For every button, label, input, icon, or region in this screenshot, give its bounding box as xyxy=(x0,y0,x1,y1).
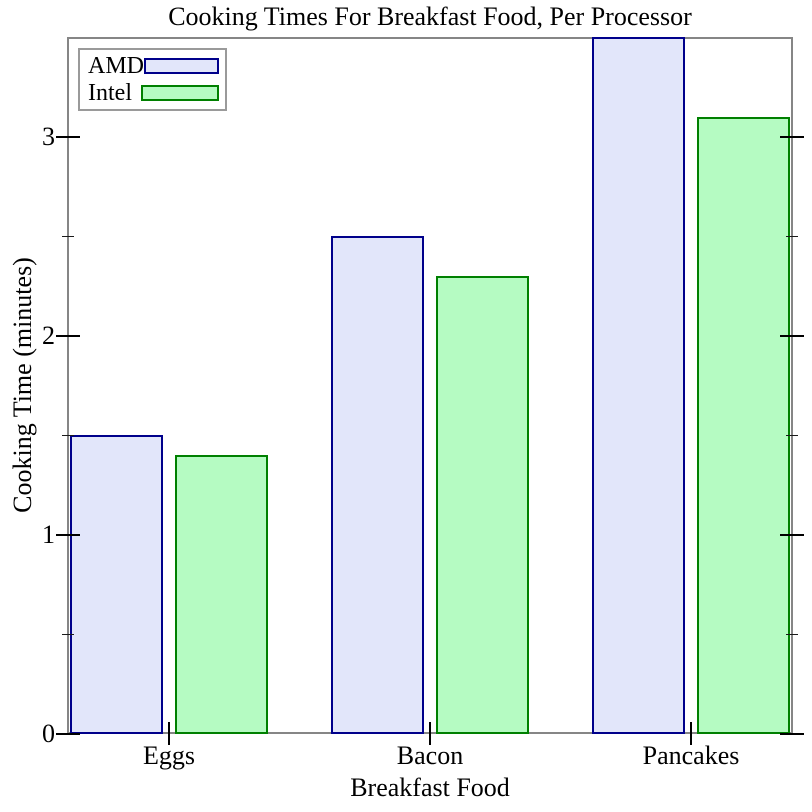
y-tick-major-right-3 xyxy=(780,136,804,138)
bar-intel-bacon xyxy=(436,275,529,734)
x-tick-pancakes xyxy=(690,722,692,745)
y-tick-label-3: 3 xyxy=(42,122,55,151)
legend-row-intel: Intel xyxy=(88,80,219,107)
bar-intel-pancakes xyxy=(697,116,790,734)
y-tick-minor-left-1.5 xyxy=(62,435,74,436)
y-tick-major-right-1 xyxy=(780,534,804,536)
y-tick-label-2: 2 xyxy=(42,321,55,350)
plot-area xyxy=(56,37,804,745)
y-tick-minor-right-0.5 xyxy=(786,634,798,635)
y-axis-title: Cooking Time (minutes) xyxy=(8,257,37,513)
y-tick-label-1: 1 xyxy=(42,520,55,549)
chart-title: Cooking Times For Breakfast Food, Per Pr… xyxy=(168,2,692,31)
legend-swatch-amd xyxy=(144,58,219,74)
y-tick-major-left-2 xyxy=(56,335,80,337)
bar-amd-pancakes xyxy=(592,37,685,734)
y-tick-major-right-2 xyxy=(780,335,804,337)
y-tick-minor-right-1.5 xyxy=(786,435,798,436)
legend: AMD Intel xyxy=(78,48,227,111)
legend-row-amd: AMD xyxy=(88,53,219,80)
legend-label-amd: AMD xyxy=(88,52,145,79)
legend-label-intel: Intel xyxy=(88,79,132,106)
y-tick-major-left-3 xyxy=(56,136,80,138)
x-category-label-pancakes: Pancakes xyxy=(642,741,740,770)
y-tick-major-right-0 xyxy=(780,733,804,735)
bar-amd-bacon xyxy=(331,236,424,734)
x-tick-eggs xyxy=(168,722,170,745)
y-tick-minor-right-2.5 xyxy=(786,236,798,237)
y-tick-major-left-1 xyxy=(56,534,80,536)
plot-frame-top xyxy=(67,37,793,39)
y-tick-major-left-0 xyxy=(56,733,80,735)
bar-intel-eggs xyxy=(175,455,268,734)
legend-swatch-intel xyxy=(141,85,219,101)
x-category-label-bacon: Bacon xyxy=(396,741,464,770)
bar-amd-eggs xyxy=(70,435,163,734)
x-axis-title: Breakfast Food xyxy=(350,773,510,802)
plot-frame-left xyxy=(67,37,69,734)
plot-frame-right xyxy=(791,37,793,734)
x-tick-bacon xyxy=(429,722,431,745)
y-tick-minor-left-2.5 xyxy=(62,236,74,237)
y-tick-minor-left-0.5 xyxy=(62,634,74,635)
x-category-label-eggs: Eggs xyxy=(143,741,195,770)
y-tick-label-0: 0 xyxy=(42,719,55,748)
